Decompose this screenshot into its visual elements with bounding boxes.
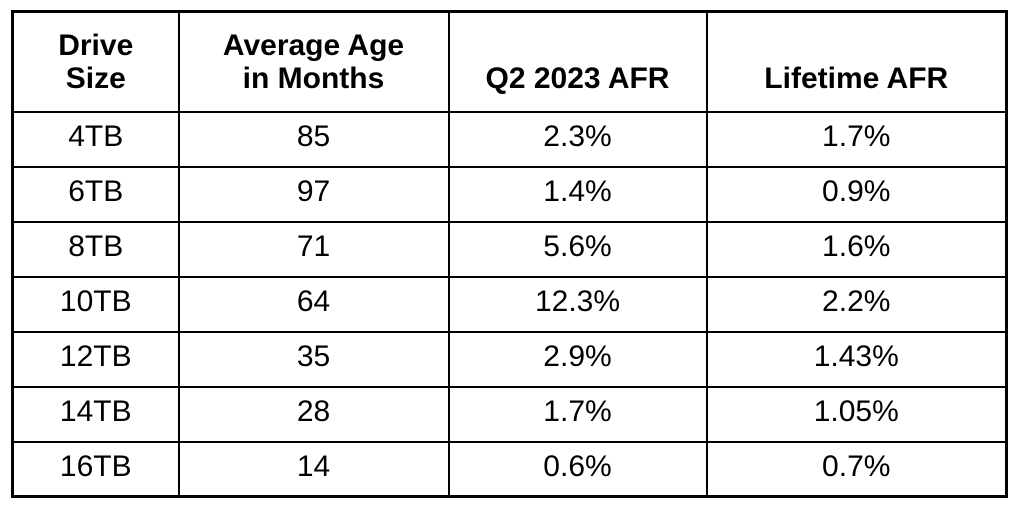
header-drive-size: Drive Size	[11, 10, 180, 113]
cell-drive-size: 10TB	[11, 275, 180, 333]
cell-average-age: 14	[177, 440, 450, 498]
table-row: 8TB 71 5.6% 1.6%	[11, 220, 1008, 278]
header-average-age: Average Age in Months	[177, 10, 450, 113]
cell-drive-size: 14TB	[11, 385, 180, 443]
cell-q2-2023-afr: 12.3%	[447, 275, 708, 333]
cell-q2-2023-afr: 5.6%	[447, 220, 708, 278]
cell-average-age: 64	[177, 275, 450, 333]
drive-stats-table-wrapper: Drive Size Average Age in Months Q2 2023…	[11, 10, 1008, 498]
cell-lifetime-afr: 0.9%	[705, 165, 1008, 223]
cell-lifetime-afr: 1.6%	[705, 220, 1008, 278]
table-row: 10TB 64 12.3% 2.2%	[11, 275, 1008, 333]
cell-drive-size: 8TB	[11, 220, 180, 278]
cell-drive-size: 6TB	[11, 165, 180, 223]
cell-drive-size: 16TB	[11, 440, 180, 498]
cell-drive-size: 4TB	[11, 110, 180, 168]
cell-lifetime-afr: 2.2%	[705, 275, 1008, 333]
cell-drive-size: 12TB	[11, 330, 180, 388]
cell-q2-2023-afr: 2.3%	[447, 110, 708, 168]
cell-lifetime-afr: 1.43%	[705, 330, 1008, 388]
cell-lifetime-afr: 1.7%	[705, 110, 1008, 168]
header-lifetime-afr: Lifetime AFR	[705, 10, 1008, 113]
cell-q2-2023-afr: 2.9%	[447, 330, 708, 388]
table-row: 6TB 97 1.4% 0.9%	[11, 165, 1008, 223]
cell-q2-2023-afr: 0.6%	[447, 440, 708, 498]
header-q2-2023-afr: Q2 2023 AFR	[447, 10, 708, 113]
cell-average-age: 28	[177, 385, 450, 443]
header-row: Drive Size Average Age in Months Q2 2023…	[11, 10, 1008, 113]
table-row: 14TB 28 1.7% 1.05%	[11, 385, 1008, 443]
table-row: 12TB 35 2.9% 1.43%	[11, 330, 1008, 388]
cell-average-age: 85	[177, 110, 450, 168]
cell-q2-2023-afr: 1.7%	[447, 385, 708, 443]
cell-lifetime-afr: 1.05%	[705, 385, 1008, 443]
table-row: 16TB 14 0.6% 0.7%	[11, 440, 1008, 498]
cell-average-age: 35	[177, 330, 450, 388]
cell-q2-2023-afr: 1.4%	[447, 165, 708, 223]
cell-lifetime-afr: 0.7%	[705, 440, 1008, 498]
table-row: 4TB 85 2.3% 1.7%	[11, 110, 1008, 168]
cell-average-age: 71	[177, 220, 450, 278]
drive-stats-table: Drive Size Average Age in Months Q2 2023…	[11, 10, 1008, 498]
cell-average-age: 97	[177, 165, 450, 223]
